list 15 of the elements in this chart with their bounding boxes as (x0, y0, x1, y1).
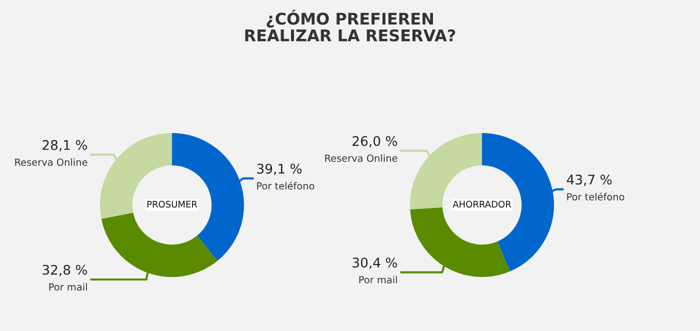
slice-label: Por mail (359, 276, 397, 284)
data-label: 30,4 % (352, 258, 398, 269)
slice-label: Reserva Online (15, 158, 88, 166)
slice-label: Por mail (49, 283, 87, 291)
text: ¿CÓMO PREFIEREN REALIZAR LA RESERVA? (245, 10, 456, 42)
slice-label: Por teléfono (567, 192, 624, 200)
data-label: 28,1 % (42, 140, 88, 152)
text: PROSUMER (147, 200, 198, 208)
data-label: 39,1 % (257, 164, 302, 176)
data-label: 26,0 % (352, 136, 398, 148)
text: AHORRADOR (452, 200, 512, 208)
data-label: 43,7 % (566, 174, 612, 186)
data-label: 32,8 % (42, 264, 88, 276)
slice-label: Reserva Online (325, 154, 398, 162)
slice-label: Por teléfono (257, 182, 314, 190)
